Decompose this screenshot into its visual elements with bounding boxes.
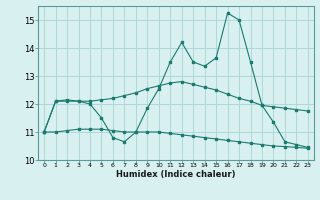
X-axis label: Humidex (Indice chaleur): Humidex (Indice chaleur) [116, 170, 236, 179]
